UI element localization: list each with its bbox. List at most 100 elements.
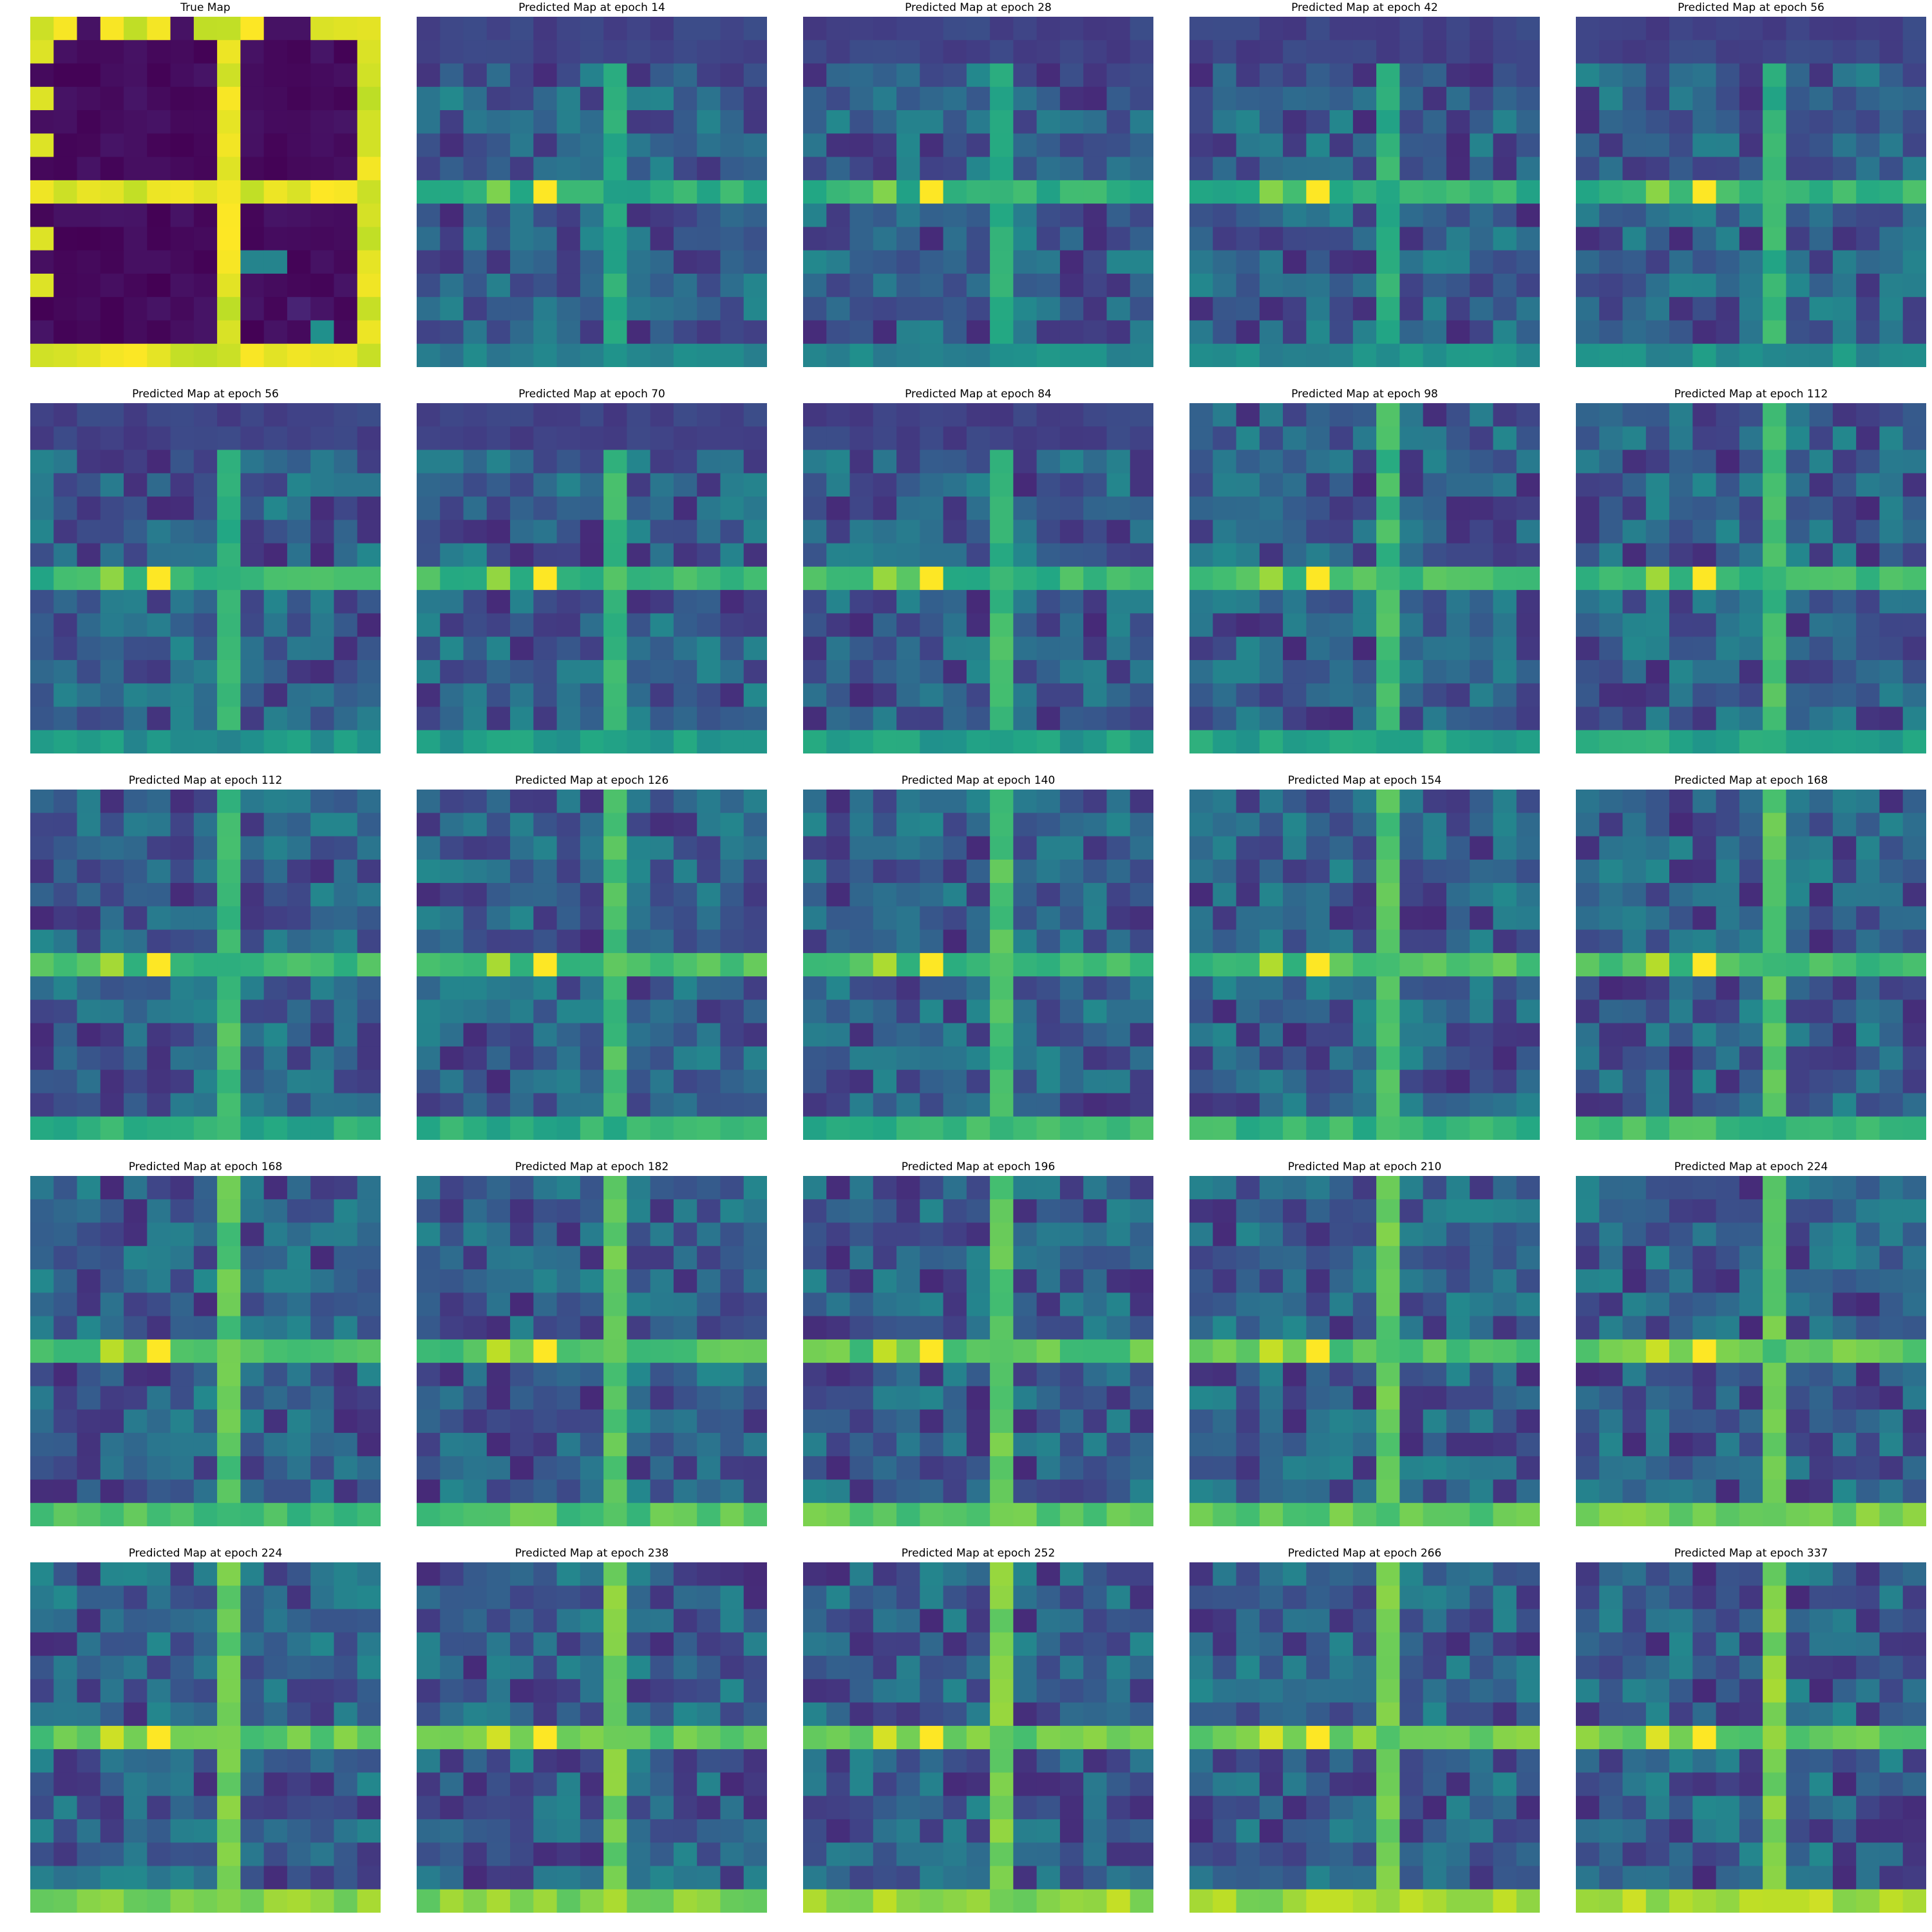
heatmap-cell [1059,1245,1084,1270]
heatmap-cell [1856,1093,1880,1117]
heatmap-cell [1283,1269,1307,1293]
heatmap-cell [743,1316,767,1340]
heatmap-cell [673,1046,697,1070]
heatmap-cell [310,86,335,111]
heatmap-cell [440,1725,464,1750]
heatmap-cell [650,1316,674,1340]
heatmap-cell [1352,636,1377,661]
heatmap-cell [1306,952,1331,977]
heatmap-cell [1036,180,1061,204]
heatmap-cell [1329,40,1354,64]
heatmap-cell [1013,906,1037,931]
heatmap-cell [287,204,311,227]
heatmap-cell [30,1656,54,1680]
heatmap-cell [1739,17,1763,41]
heatmap-cell [720,1409,744,1434]
heatmap-cell [1036,63,1061,88]
heatmap-cell [1236,40,1260,64]
heatmap-cell [1809,836,1833,860]
heatmap-cell [240,1363,265,1387]
heatmap-cell [920,1363,944,1387]
heatmap-cell [603,1586,627,1610]
heatmap-cell [849,566,874,591]
heatmap-cell [124,320,147,345]
heatmap-cell [1189,1046,1213,1070]
heatmap-cell [240,1386,265,1410]
heatmap-cell [650,1866,674,1890]
heatmap-cell [1213,636,1237,661]
heatmap-cell [697,1339,721,1363]
heatmap-cell [533,1609,558,1633]
heatmap-cell [1493,566,1517,591]
heatmap-cell [627,1725,651,1750]
heatmap-cell [1879,273,1904,298]
heatmap-cell [463,156,488,181]
heatmap-cell [1059,63,1084,88]
heatmap-cell [1189,450,1213,474]
heatmap-cell [943,706,967,731]
heatmap-cell [1622,1363,1647,1387]
heatmap-cell [1622,473,1647,497]
heatmap-cell [1902,1409,1926,1434]
heatmap-cell [1399,1432,1424,1457]
heatmap-cell [580,1679,604,1703]
heatmap-cell [147,976,171,1000]
heatmap-cell [603,403,627,427]
heatmap-cell [147,952,171,977]
heatmap-cell [1106,543,1131,567]
heatmap-cell [1446,1432,1470,1457]
heatmap-cell [417,1656,440,1680]
heatmap-cell [1059,520,1084,544]
heatmap-cell [440,636,464,661]
heatmap-cell [334,730,358,753]
heatmap-cell [334,40,358,64]
heatmap-cell [463,17,488,41]
heatmap-cell [463,1023,488,1047]
heatmap-cell [720,1245,744,1270]
heatmap-cell [1576,204,1600,227]
heatmap-cell [357,520,381,544]
heatmap-cell [1259,473,1283,497]
heatmap-cell [463,473,488,497]
heatmap-cell [1036,403,1061,427]
heatmap-cell [147,883,171,907]
heatmap-cell [1446,1363,1470,1387]
heatmap-cell [650,63,674,88]
heatmap-cell [1213,1245,1237,1270]
heatmap-cell [124,156,147,181]
heatmap-cell [53,40,78,64]
heatmap-cell [1283,343,1307,367]
heatmap-cell [697,1842,721,1867]
heatmap-cell [1516,1023,1540,1047]
heatmap-cell [77,1725,101,1750]
heatmap-cell [873,403,897,427]
heatmap-cell [1516,566,1540,591]
heatmap-cell [77,1339,101,1363]
heatmap-cell [627,1046,651,1070]
heatmap-cell [849,204,874,227]
heatmap-cell [1213,566,1237,591]
heatmap-cell [650,17,674,41]
heatmap-cell [826,1479,851,1504]
heatmap-cell [147,156,171,181]
heatmap-cell [77,156,101,181]
heatmap [30,790,381,1140]
heatmap-cell [673,1502,697,1526]
heatmap-cell [1832,520,1857,544]
heatmap-cell [170,999,194,1024]
heatmap-cell [263,297,288,321]
heatmap-cell [1329,999,1354,1024]
heatmap-cell [1106,1222,1131,1247]
heatmap-cell [1856,883,1880,907]
heatmap-cell [1645,156,1670,181]
heatmap-cell [1516,1363,1540,1387]
heatmap-cell [1352,1456,1377,1481]
heatmap-cell [603,1269,627,1293]
heatmap-cell [580,1269,604,1293]
heatmap-cell [1786,1176,1810,1200]
heatmap-cell [1692,63,1717,88]
heatmap-cell [990,1479,1014,1504]
heatmap-cell [240,813,265,837]
heatmap-cell [440,1479,464,1504]
heatmap-cell [1106,906,1131,931]
